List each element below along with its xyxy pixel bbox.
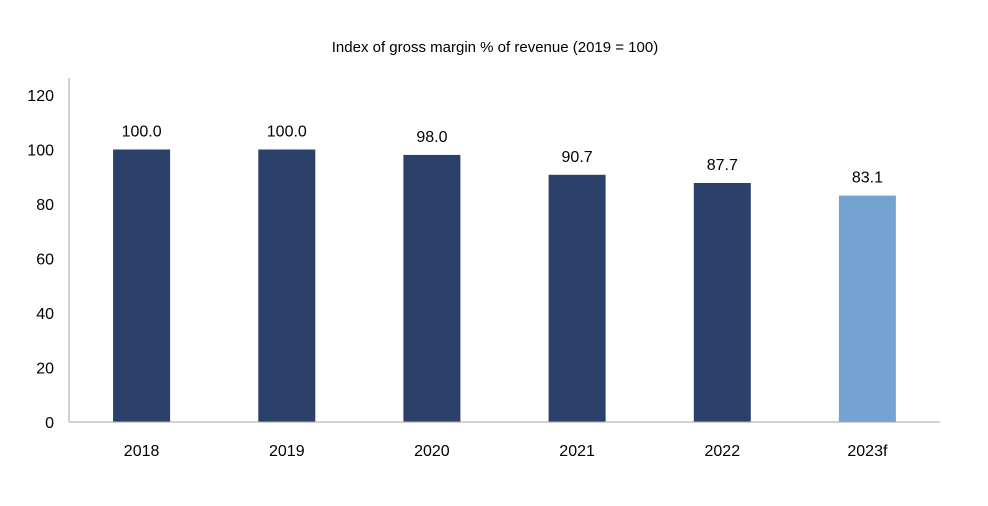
- data-label-2019: 100.0: [267, 124, 307, 141]
- data-label-2022: 87.7: [707, 157, 738, 174]
- bar-2021: [548, 174, 606, 422]
- y-tick-label-40: 40: [36, 306, 54, 323]
- bar-2018: [113, 149, 171, 422]
- y-tick-label-20: 20: [36, 361, 54, 378]
- y-tick-label-60: 60: [36, 252, 54, 269]
- y-tick-label-100: 100: [27, 143, 54, 160]
- data-label-2018: 100.0: [122, 124, 162, 141]
- data-label-2023f: 83.1: [852, 170, 883, 187]
- y-tick-label-80: 80: [36, 197, 54, 214]
- axes-layer: 2018 2019 2020 2021 2022 2023f 0 20 40 60 80 100 120: [27, 78, 940, 460]
- x-tick-label-2020: 2020: [414, 443, 450, 460]
- x-tick-label-2018: 2018: [124, 443, 160, 460]
- x-tick-label-2019: 2019: [269, 443, 305, 460]
- data-labels-layer: 100.0 100.0 98.0 90.7 87.7 83.1: [122, 124, 883, 187]
- bar-2022: [693, 183, 751, 422]
- data-label-2020: 98.0: [416, 129, 447, 146]
- chart-title: Index of gross margin % of revenue (2019…: [332, 39, 658, 56]
- x-tick-label-2022: 2022: [705, 443, 741, 460]
- data-label-2021: 90.7: [562, 149, 593, 166]
- bar-2020: [403, 154, 461, 422]
- bar-2019: [258, 149, 316, 422]
- bars-layer: [113, 149, 896, 422]
- y-tick-label-0: 0: [45, 415, 54, 432]
- x-tick-label-2021: 2021: [559, 443, 595, 460]
- y-tick-label-120: 120: [27, 88, 54, 105]
- bar-2023f: [838, 195, 896, 422]
- x-tick-label-2023f: 2023f: [847, 443, 888, 460]
